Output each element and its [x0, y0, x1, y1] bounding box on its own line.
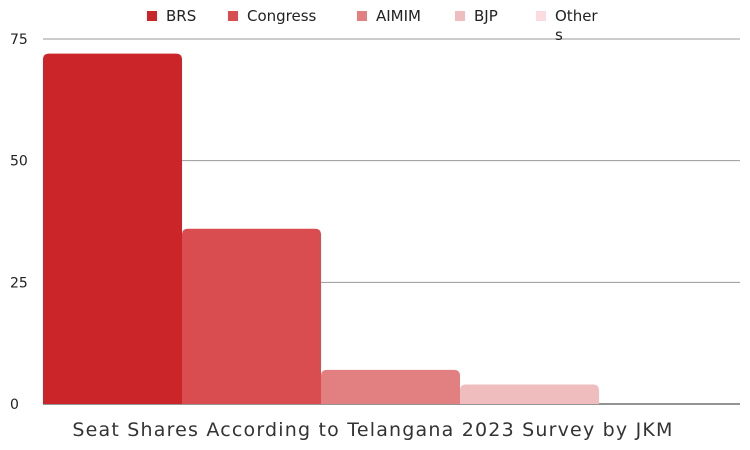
- bar-congress: [182, 228, 321, 404]
- legend-swatch: [536, 11, 546, 21]
- bar-aimim: [321, 369, 460, 404]
- legend-label: BRS: [166, 7, 196, 25]
- y-tick-label: 25: [10, 275, 28, 291]
- legend-label: Other s: [555, 7, 598, 44]
- y-axis-tick-labels: 0 25 50 75: [10, 32, 28, 413]
- legend-label: AIMIM: [376, 7, 421, 25]
- legend-swatch: [357, 11, 367, 21]
- y-tick-label: 75: [10, 32, 28, 48]
- legend-swatch: [228, 11, 238, 21]
- y-tick-label: 0: [10, 397, 19, 413]
- bars: [43, 53, 599, 404]
- legend-label: Congress: [247, 7, 317, 25]
- y-tick-label: 50: [10, 154, 28, 170]
- legend-swatch: [147, 11, 157, 21]
- legend-swatch: [455, 11, 465, 21]
- bar-bjp: [460, 384, 599, 404]
- bar-brs: [43, 53, 182, 404]
- legend-label: BJP: [474, 7, 498, 25]
- chart-title: Seat Shares According to Telangana 2023 …: [72, 419, 673, 441]
- legend: BRS Congress AIMIM BJP Other s: [147, 7, 598, 44]
